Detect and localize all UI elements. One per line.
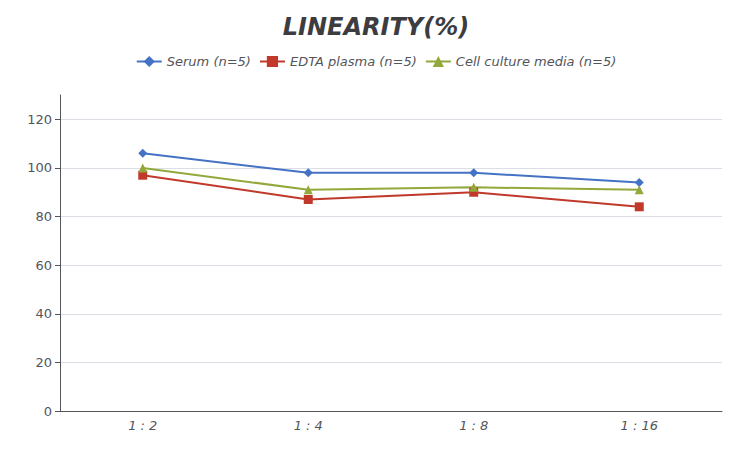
svg-text:EDTA plasma (n=5): EDTA plasma (n=5) bbox=[290, 54, 417, 69]
svg-text:Cell culture media (n=5): Cell culture media (n=5) bbox=[456, 54, 616, 69]
svg-text:LINEARITY(%): LINEARITY(%) bbox=[283, 13, 469, 41]
svg-text:20: 20 bbox=[35, 355, 52, 370]
svg-text:1 : 2: 1 : 2 bbox=[128, 418, 157, 433]
svg-text:0: 0 bbox=[44, 404, 52, 419]
svg-text:60: 60 bbox=[35, 258, 52, 273]
svg-text:80: 80 bbox=[35, 209, 52, 224]
svg-text:1 : 8: 1 : 8 bbox=[459, 418, 488, 433]
svg-text:120: 120 bbox=[27, 112, 52, 127]
svg-text:1 : 16: 1 : 16 bbox=[621, 418, 658, 433]
svg-text:1 : 4: 1 : 4 bbox=[294, 418, 323, 433]
svg-text:40: 40 bbox=[35, 306, 52, 321]
svg-text:100: 100 bbox=[27, 160, 52, 175]
svg-text:Serum (n=5): Serum (n=5) bbox=[167, 54, 251, 69]
